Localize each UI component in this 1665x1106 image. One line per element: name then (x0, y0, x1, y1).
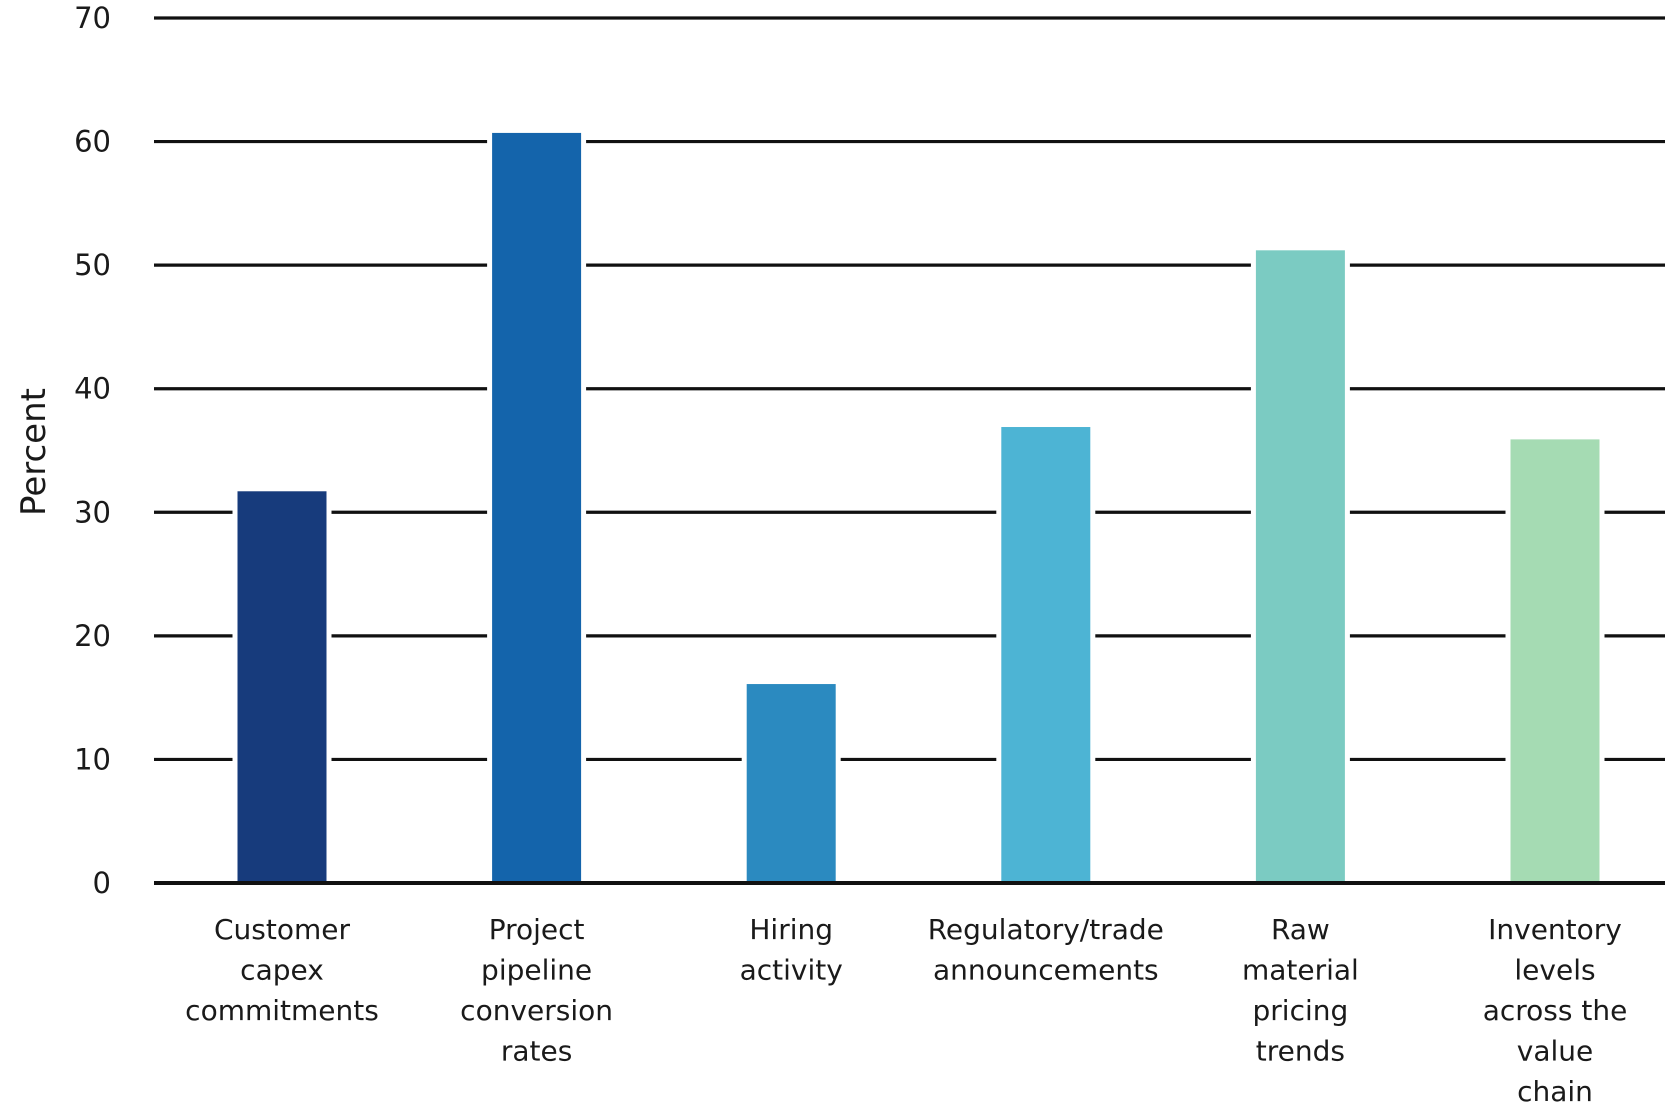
x-category-label: pricing (1253, 994, 1349, 1027)
y-tick-label: 60 (74, 125, 111, 159)
x-category-label: pipeline (481, 954, 592, 987)
y-axis-ticks: 0 10 20 30 40 50 60 70 (74, 1, 111, 900)
x-category-label: Regulatory/trade (928, 913, 1164, 946)
x-category-label: Project (489, 913, 585, 946)
x-category-label: value (1517, 1035, 1593, 1068)
x-category-label: activity (740, 954, 843, 987)
x-category-label: Raw (1271, 913, 1330, 946)
y-axis-label: Percent (14, 388, 54, 516)
y-tick-label: 70 (74, 1, 111, 35)
x-category-label: Hiring (749, 913, 833, 946)
bar (237, 491, 327, 881)
y-tick-label: 40 (74, 372, 111, 406)
x-category-label: Customer (214, 913, 350, 946)
bars (232, 132, 1605, 882)
x-category-label: across the (1483, 994, 1628, 1027)
x-category-label: chain (1517, 1075, 1593, 1106)
x-category-label: capex (240, 954, 324, 987)
y-tick-label: 30 (74, 495, 111, 529)
x-axis-labels: Customer capex commitments Project pipeline c… (185, 913, 1627, 1106)
gridlines (154, 16, 1665, 885)
x-category-label: levels (1514, 954, 1595, 987)
bar (1255, 250, 1345, 882)
bar (1510, 439, 1600, 881)
y-tick-label: 50 (74, 248, 111, 282)
bar (1001, 427, 1091, 881)
x-category-label: rates (501, 1035, 572, 1068)
x-category-label: trends (1256, 1035, 1345, 1068)
y-tick-label: 20 (74, 619, 111, 653)
x-category-label: conversion (460, 994, 613, 1027)
x-category-label: announcements (933, 954, 1159, 987)
bar (746, 684, 836, 881)
x-category-label: Inventory (1488, 913, 1622, 946)
x-category-label: commitments (185, 994, 379, 1027)
bar (492, 132, 582, 881)
y-tick-label: 0 (93, 866, 111, 900)
y-tick-label: 10 (74, 742, 111, 776)
x-category-label: material (1242, 954, 1359, 987)
